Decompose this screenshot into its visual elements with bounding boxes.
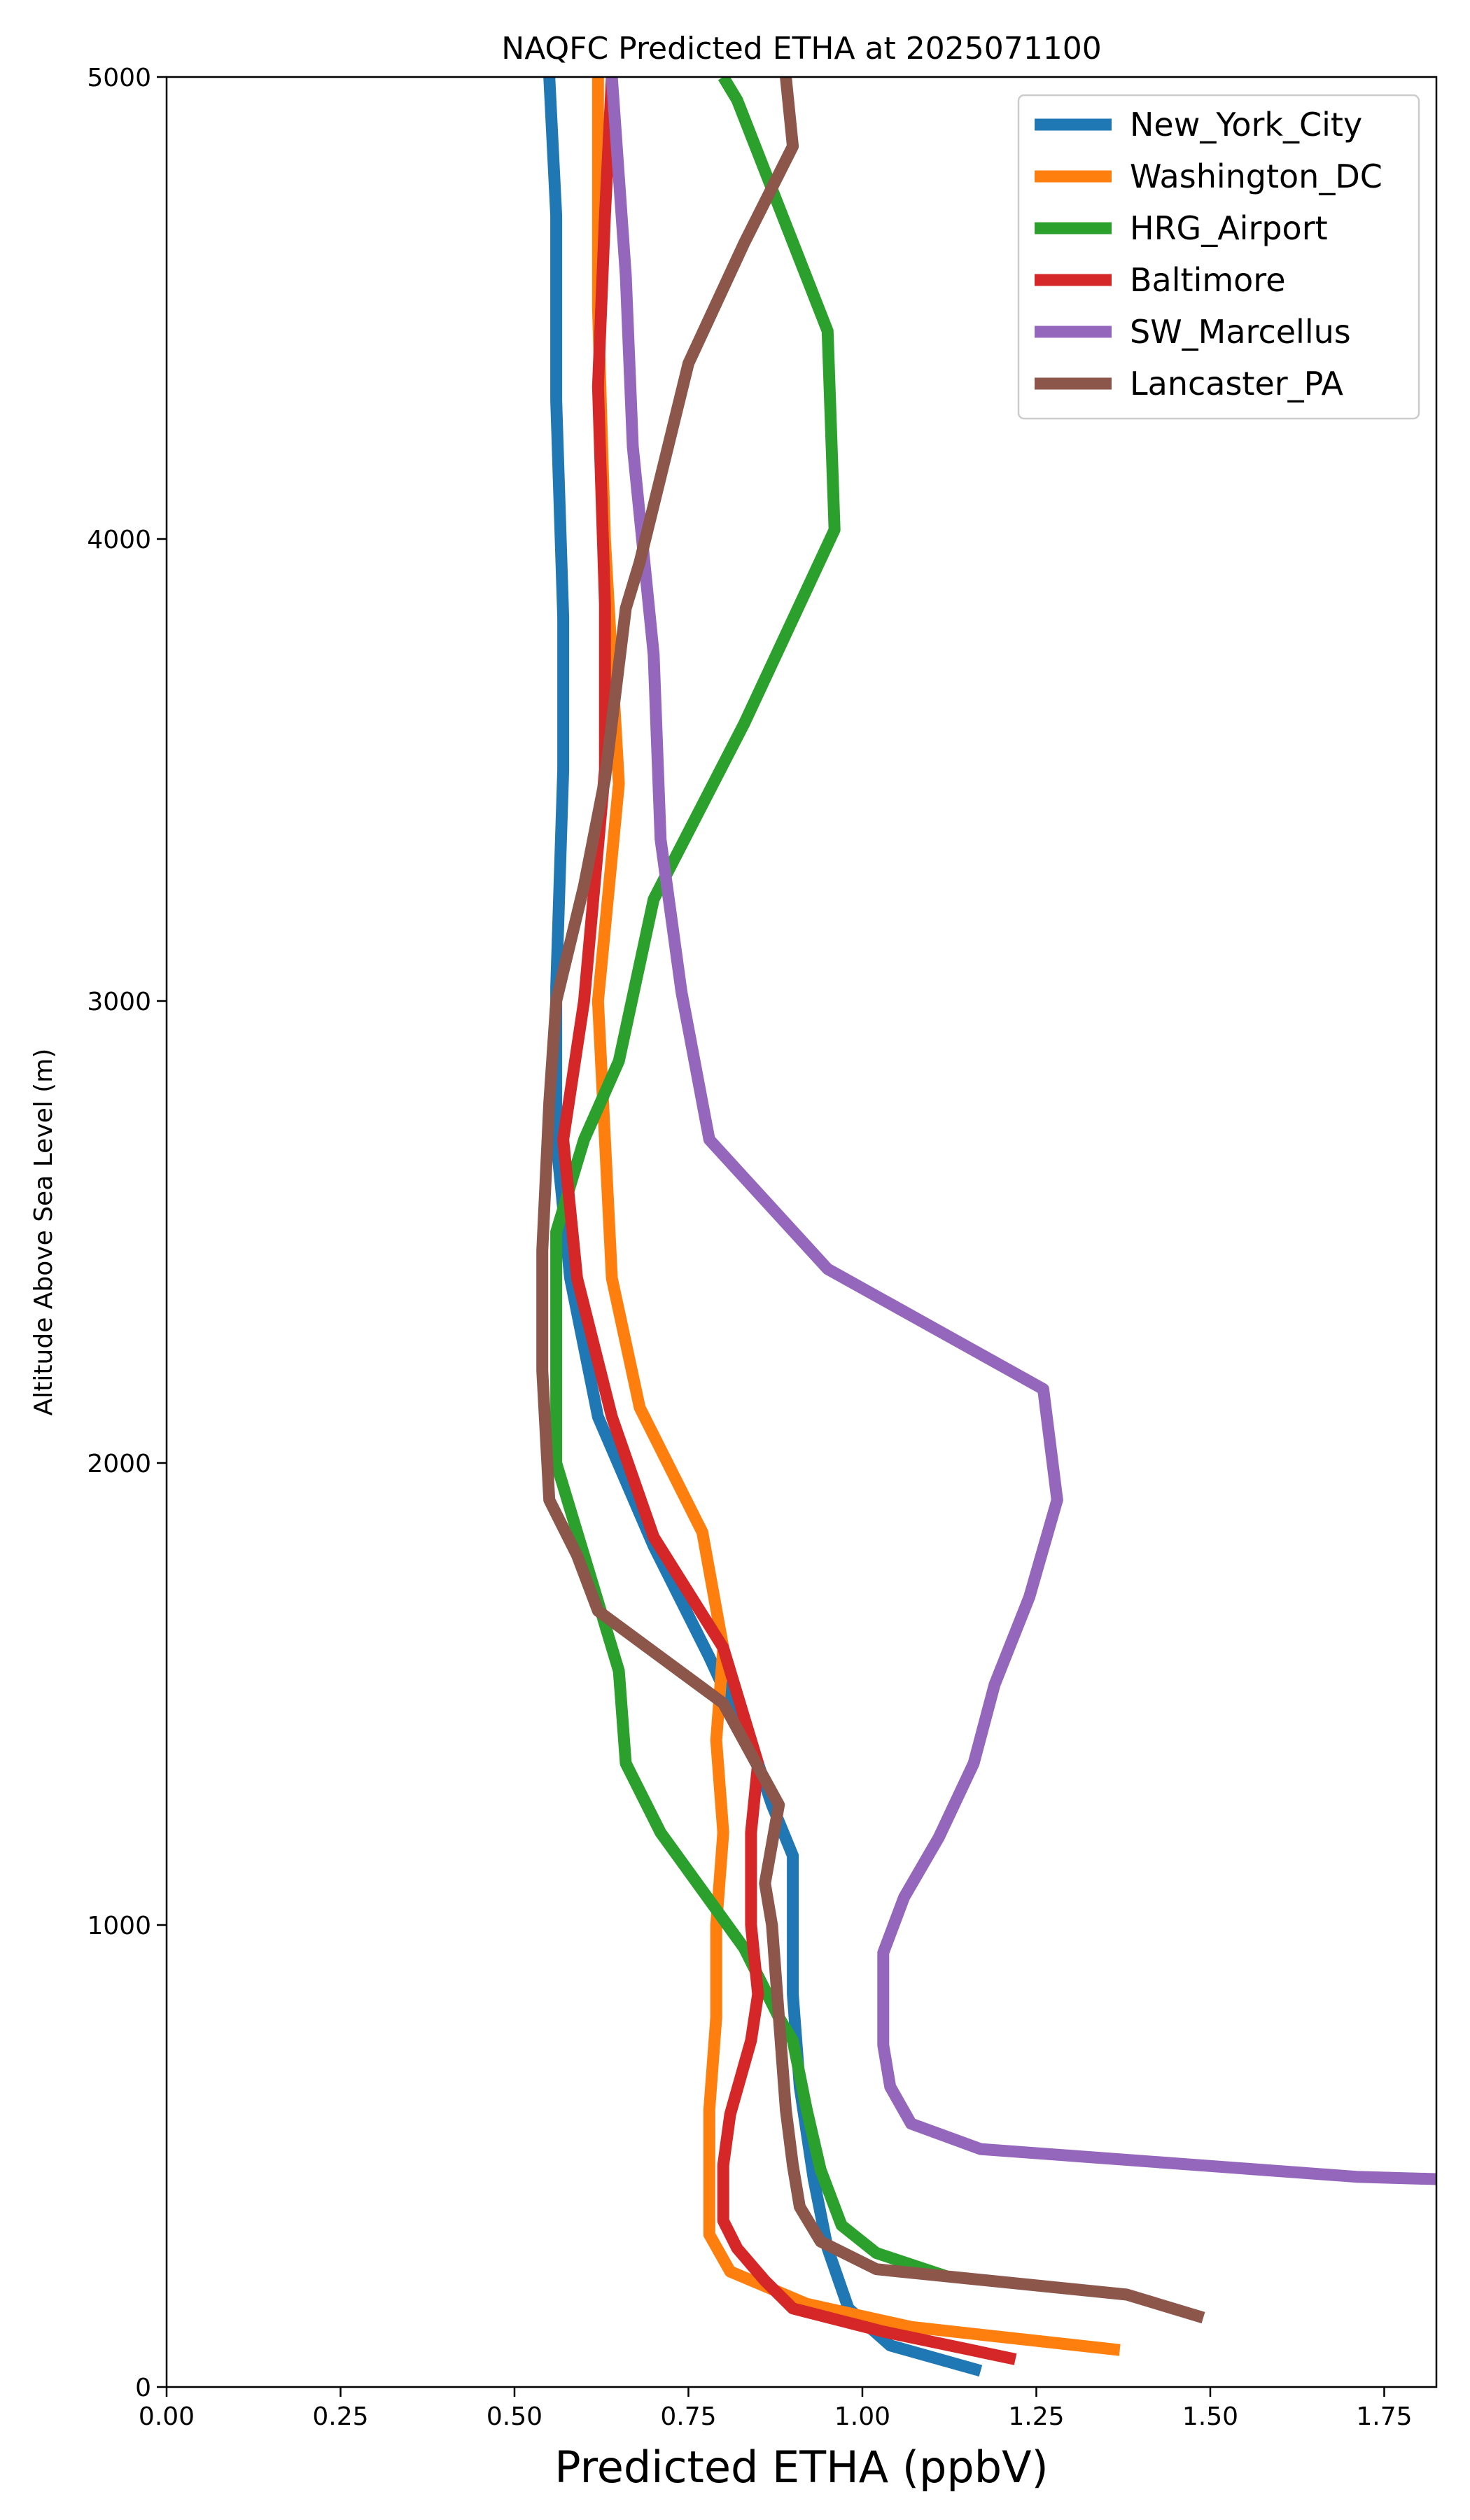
x-tick-label: 0.00 [139,2402,195,2431]
x-tick-label: 1.25 [1008,2402,1064,2431]
legend-label: Baltimore [1130,261,1286,299]
x-tick-label: 1.75 [1356,2402,1412,2431]
y-tick-label: 4000 [87,526,151,554]
y-tick-label: 1000 [87,1912,151,1940]
y-axis-ticks: 0 1000 2000 3000 4000 5000 [87,64,167,2402]
legend-box [1017,94,1420,420]
y-tick-label: 3000 [87,988,151,1016]
y-tick-label: 0 [135,2374,151,2402]
x-axis-label: Predicted ETHA (ppbV) [554,2442,1048,2493]
y-tick-label: 5000 [87,64,151,92]
series-line-SW_Marcellus [606,77,1436,2185]
legend: New_York_City Washington_DC HRG_Airport Bal… [1017,94,1420,420]
x-axis-ticks: 0.00 0.25 0.50 0.75 1.00 1.25 1.50 1.75 [139,2387,1413,2431]
x-tick-label: 1.00 [834,2402,890,2431]
y-axis-label: Altitude Above Sea Level (m) [29,1049,58,1416]
legend-label: HRG_Airport [1130,209,1328,247]
x-tick-label: 0.75 [660,2402,716,2431]
chart-title: NAQFC Predicted ETHA at 2025071100 [501,31,1101,66]
y-tick-label: 2000 [87,1450,151,1478]
legend-entries: New_York_City Washington_DC HRG_Airport Bal… [1035,106,1382,402]
legend-label: Washington_DC [1130,158,1382,195]
legend-label: Lancaster_PA [1130,365,1343,402]
legend-label: New_York_City [1130,106,1362,144]
series-lines [536,77,1436,2377]
plot-frame [165,76,1438,2388]
x-tick-label: 0.25 [312,2402,368,2431]
series-line-Lancaster_PA [536,77,1205,2324]
x-tick-label: 0.50 [486,2402,542,2431]
legend-label: SW_Marcellus [1130,313,1351,351]
x-tick-label: 1.50 [1182,2402,1238,2431]
series-line-Washington_DC [592,77,1121,2356]
